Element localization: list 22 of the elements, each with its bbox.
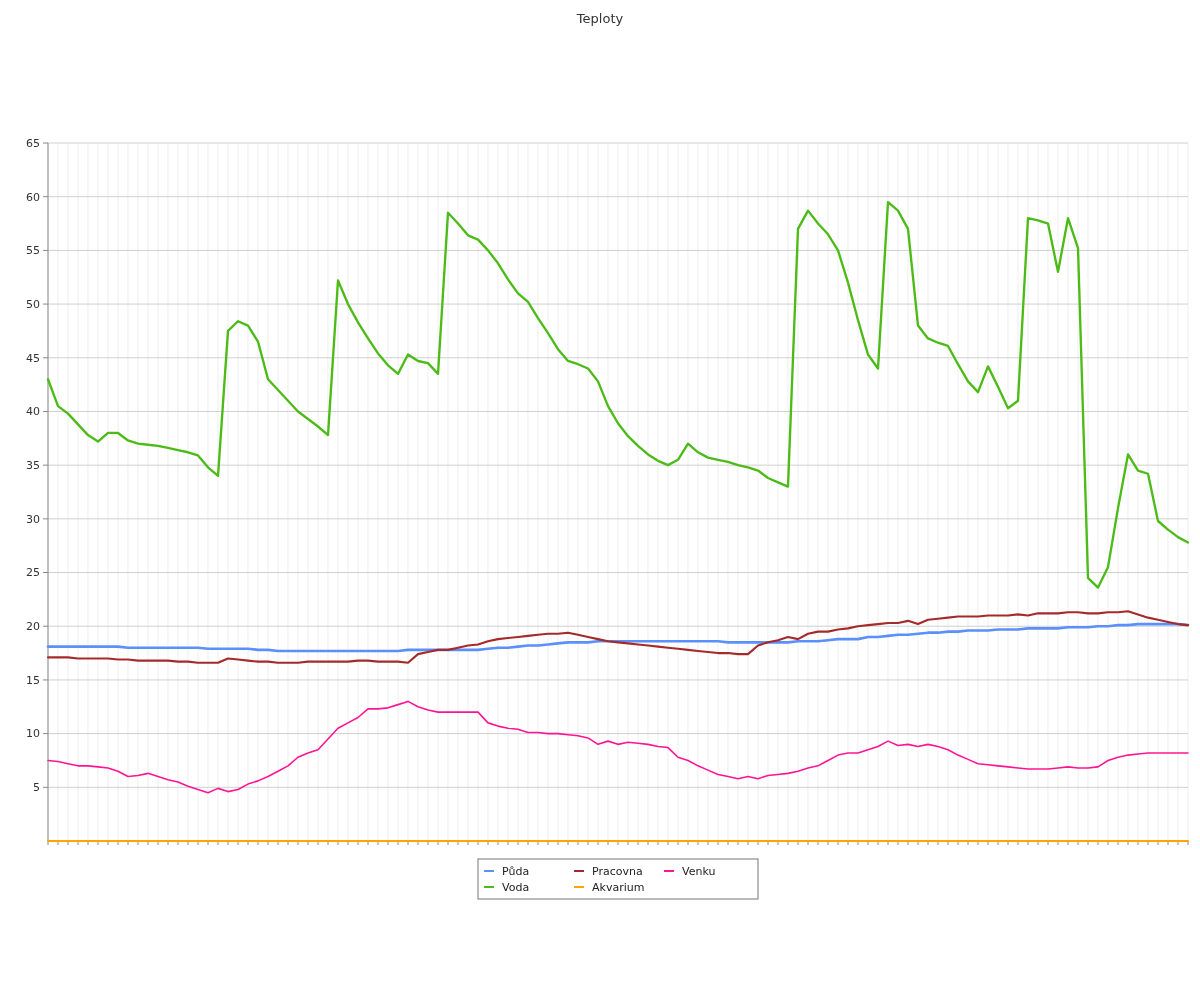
legend-label: Venku bbox=[682, 864, 716, 878]
y-tick-label: 25 bbox=[26, 566, 40, 580]
legend-label: Pracovna bbox=[592, 864, 643, 878]
line-series bbox=[46, 610, 1190, 664]
y-tick-label: 30 bbox=[26, 512, 40, 526]
legend-label: Akvarium bbox=[592, 880, 645, 894]
y-tick-label: 40 bbox=[26, 405, 40, 419]
line-series bbox=[47, 700, 1189, 794]
y-tick-label: 20 bbox=[26, 620, 40, 634]
y-tick-label: 5 bbox=[33, 781, 40, 795]
y-tick-label: 65 bbox=[26, 136, 40, 150]
y-tick-label: 45 bbox=[26, 351, 40, 365]
y-tick-label: 50 bbox=[26, 297, 40, 311]
line-series bbox=[46, 200, 1190, 589]
chart-title: Teploty bbox=[575, 11, 624, 26]
legend-label: Půda bbox=[502, 864, 530, 878]
y-tick-label: 15 bbox=[26, 673, 40, 687]
y-tick-label: 35 bbox=[26, 459, 40, 472]
legend-label: Voda bbox=[502, 880, 530, 894]
y-tick-label: 55 bbox=[26, 244, 40, 258]
y-tick-label: 60 bbox=[26, 190, 40, 204]
y-tick-label: 10 bbox=[26, 727, 40, 741]
